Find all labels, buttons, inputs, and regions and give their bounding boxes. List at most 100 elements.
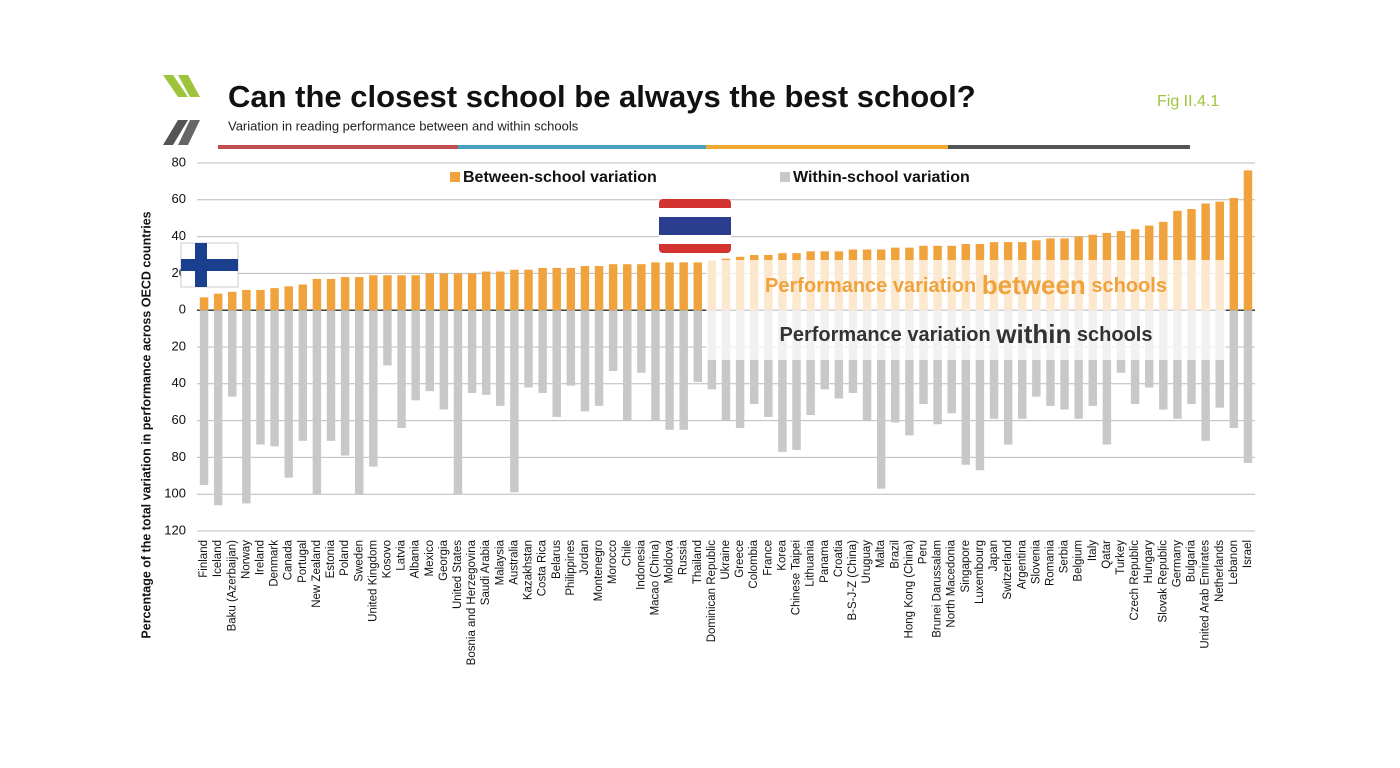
bar xyxy=(566,310,576,386)
x-tick-label: Sweden xyxy=(353,540,365,582)
figure-label: Fig II.4.1 xyxy=(1157,93,1219,110)
x-tick-label: Luxembourg xyxy=(974,540,986,604)
bar xyxy=(693,310,703,382)
x-tick-label: France xyxy=(762,540,774,576)
x-tick-label: Qatar xyxy=(1101,540,1113,569)
bar xyxy=(242,289,251,311)
x-tick-label: Philippines xyxy=(565,540,577,596)
bar xyxy=(538,310,547,393)
bar xyxy=(792,310,801,451)
x-tick-label: Brazil xyxy=(889,540,901,569)
bar xyxy=(425,310,434,392)
x-tick-label: United States xyxy=(452,540,464,609)
x-tick-label: Estonia xyxy=(325,539,337,578)
bar xyxy=(1229,197,1239,311)
annotation-part: schools xyxy=(1086,275,1167,297)
bar xyxy=(298,284,308,311)
bar xyxy=(439,273,449,311)
x-tick-label: Albania xyxy=(410,539,422,578)
x-tick-label: Bosnia and Herzegovina xyxy=(466,539,478,665)
x-tick-label: Slovenia xyxy=(1030,539,1042,584)
bar xyxy=(481,310,491,395)
bar xyxy=(989,310,999,419)
x-tick-label: Poland xyxy=(339,540,351,576)
x-tick-label: Croatia xyxy=(833,539,845,577)
legend-label: Between-school variation xyxy=(463,169,657,186)
bar xyxy=(242,310,251,504)
x-tick-label: Costa Rica xyxy=(537,539,549,596)
bar xyxy=(862,310,872,421)
legend-swatch xyxy=(780,172,790,182)
bar xyxy=(199,297,209,311)
bar xyxy=(453,310,463,495)
bar xyxy=(524,310,533,388)
bar xyxy=(481,271,491,311)
x-tick-label: New Zealand xyxy=(311,540,323,608)
x-tick-label: Romania xyxy=(1044,539,1056,586)
bar xyxy=(425,273,434,311)
labels: Finland Iceland Baku (Azerbaijan) Norway Ire… xyxy=(198,539,1254,665)
bar xyxy=(891,310,900,423)
x-tick-label: Italy xyxy=(1087,540,1099,561)
annotation-part: Performance variation xyxy=(765,275,982,297)
bar xyxy=(397,310,406,428)
x-tick-label: United Arab Emirates xyxy=(1200,540,1212,649)
x-tick-label: B-S-J-Z (China) xyxy=(847,540,859,621)
overlay: Performance variation between schoolsPer… xyxy=(706,260,1226,360)
y-tick-label: 120 xyxy=(164,522,186,537)
bar xyxy=(496,310,505,406)
x-tick-label: Singapore xyxy=(960,540,972,592)
x-tick-label: Brunei Darussalam xyxy=(932,540,944,638)
bar xyxy=(552,310,561,417)
x-tick-label: Latvia xyxy=(396,539,408,570)
x-tick-label: Uruguay xyxy=(861,540,873,584)
x-tick-label: Baku (Azerbaijan) xyxy=(226,540,238,632)
bar xyxy=(354,277,364,311)
bar xyxy=(876,310,886,489)
x-tick-label: Hungary xyxy=(1143,540,1155,584)
x-tick-label: Serbia xyxy=(1059,539,1071,573)
x-tick-label: Colombia xyxy=(748,539,760,588)
x-tick-label: Finland xyxy=(198,540,210,578)
bar xyxy=(975,310,985,471)
x-tick-label: Ukraine xyxy=(720,540,732,580)
y-tick-label: 0 xyxy=(179,302,186,317)
bar xyxy=(213,293,223,311)
y-tick-label: 100 xyxy=(164,486,186,501)
annotation-part: within xyxy=(995,319,1071,349)
bar xyxy=(228,291,237,311)
x-tick-label: Hong Kong (China) xyxy=(903,540,915,639)
bar xyxy=(933,310,942,425)
x-tick-label: Belarus xyxy=(551,540,563,579)
bar xyxy=(453,273,463,311)
bar xyxy=(312,278,322,311)
x-tick-label: Peru xyxy=(918,540,930,564)
bar xyxy=(1215,201,1224,311)
x-tick-label: Korea xyxy=(776,539,788,570)
bar xyxy=(580,266,590,311)
annotation: Performance variation between schools xyxy=(765,270,1167,300)
bar xyxy=(679,262,688,311)
bar xyxy=(679,310,688,430)
bar xyxy=(651,310,660,421)
x-tick-label: Slovak Republic xyxy=(1157,540,1169,623)
x-tick-label: North Macedonia xyxy=(946,539,958,627)
x-tick-label: Chile xyxy=(621,540,633,566)
bar xyxy=(665,310,674,430)
thailand-flag xyxy=(659,199,731,253)
bar xyxy=(580,310,590,412)
x-tick-label: Iceland xyxy=(212,540,224,577)
bar xyxy=(735,310,745,428)
bar xyxy=(326,310,336,441)
bar xyxy=(284,286,293,311)
bar xyxy=(270,288,279,311)
bar xyxy=(623,310,632,421)
bar xyxy=(467,310,477,393)
x-tick-label: Norway xyxy=(240,540,252,579)
bar xyxy=(1229,310,1239,428)
x-tick-label: Malta xyxy=(875,539,887,568)
bar xyxy=(637,264,646,311)
bar xyxy=(439,310,449,410)
x-tick-label: Jordan xyxy=(579,540,591,575)
bar xyxy=(566,267,576,311)
